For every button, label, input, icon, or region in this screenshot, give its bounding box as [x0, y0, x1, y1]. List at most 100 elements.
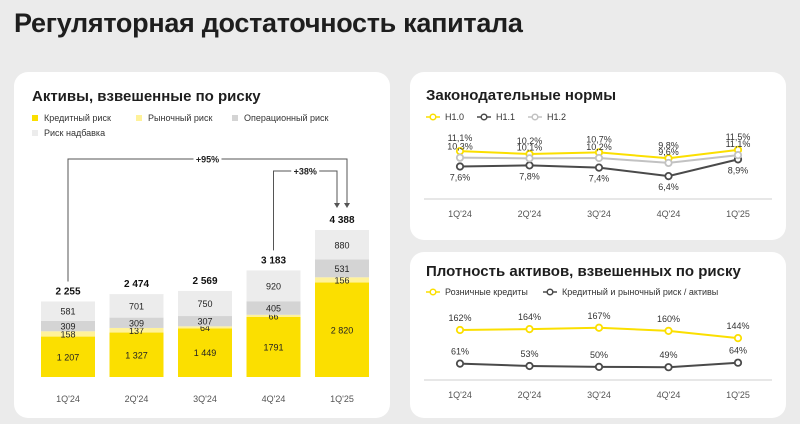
- bar-operational-3: [246, 301, 301, 315]
- series-label-0-2: 167%: [587, 311, 610, 321]
- bar-market-0: [41, 331, 95, 337]
- series-label-1-4: 64%: [729, 346, 747, 356]
- bar-label-credit-3: 1791: [263, 343, 283, 353]
- bar-credit-3: [246, 317, 301, 377]
- density-card: Плотность активов, взвешенных по риску 1…: [410, 252, 786, 418]
- bar-premium-0: [41, 301, 95, 321]
- series-point-2-3: [664, 158, 673, 168]
- series-label-1-1: 53%: [520, 349, 538, 359]
- bar-label-operational-0: 309: [60, 322, 75, 332]
- bar-market-1: [109, 327, 164, 333]
- x-tick-0: 1Q'24: [448, 209, 472, 219]
- x-tick-2: 3Q'24: [587, 390, 611, 400]
- legend-marker-0: [429, 113, 437, 121]
- legend-credit-swatch: [32, 114, 38, 121]
- bar-credit-0: [41, 336, 95, 377]
- bar-label-premium-4: 880: [334, 240, 349, 250]
- legend-premium: Риск надбавка: [32, 128, 105, 138]
- bar-total-4: 4 388: [329, 215, 354, 226]
- series-point-2-0: [455, 153, 465, 162]
- rwa-title: Активы, взвешенные по риску: [32, 88, 261, 105]
- legend-market-label: Рыночный риск: [148, 113, 213, 123]
- density-line-chart: 1Q'24 2Q'24 3Q'24 4Q'24 1Q'25 Розничные креди…: [424, 287, 772, 400]
- legend-premium-swatch: [32, 129, 38, 136]
- legend-credit-label: Кредитный риск: [44, 113, 111, 123]
- series-label-1-3: 6,4%: [658, 182, 679, 192]
- x-tick-3: 4Q'24: [262, 394, 286, 404]
- bar-label-market-1: 137: [129, 326, 144, 336]
- bar-label-premium-2: 750: [197, 299, 212, 309]
- x-tick-1: 2Q'24: [125, 394, 149, 404]
- legend-marker-1: [480, 113, 488, 121]
- series-label-1-0: 7,6%: [450, 173, 471, 183]
- series-label-0-3: 9,8%: [658, 140, 679, 150]
- series-label-0-0: 162%: [448, 313, 471, 323]
- series-point-0-2: [594, 323, 604, 332]
- legend-marker-1: [546, 288, 554, 296]
- growth-arrow-95-line: [67, 158, 348, 282]
- bar-label-credit-4: 2 820: [331, 325, 354, 335]
- x-tick-4: 1Q'25: [726, 390, 750, 400]
- bar-label-credit-2: 1 449: [194, 348, 217, 358]
- density-title: Плотность активов, взвешенных по риску: [426, 263, 741, 280]
- legend-credit: Кредитный риск: [32, 113, 111, 123]
- bar-label-premium-1: 701: [129, 301, 144, 311]
- series-point-1-1: [525, 161, 534, 170]
- x-tick-0: 1Q'24: [448, 390, 472, 400]
- growth-38-bg: [291, 164, 320, 177]
- legend-market-swatch: [136, 114, 142, 121]
- page-title: Регуляторная достаточность капитала: [14, 8, 523, 38]
- bar-operational-1: [109, 317, 164, 328]
- norms-title: Законодательные нормы: [426, 87, 617, 104]
- bar-label-credit-0: 1 207: [57, 352, 80, 362]
- legend-label-1: Кредитный и рыночный риск / активы: [562, 287, 718, 297]
- x-tick-2: 3Q'24: [193, 394, 217, 404]
- x-tick-3: 4Q'24: [657, 390, 681, 400]
- series-label-0-0: 11,1%: [448, 133, 473, 143]
- bar-total-2: 2 569: [192, 276, 217, 287]
- bar-market-2: [178, 326, 232, 329]
- bar-label-operational-3: 405: [266, 304, 281, 314]
- norms-card: Законодательные нормы 1Q'24 2Q'24 3Q'24 4Q'…: [410, 72, 786, 240]
- bar-operational-2: [178, 316, 232, 327]
- bar-total-0: 2 255: [55, 286, 80, 297]
- bar-market-4: [315, 277, 369, 283]
- x-tick-4: 1Q'25: [726, 209, 750, 219]
- bar-label-market-2: 64: [200, 323, 210, 333]
- legend-label-2: Н1.2: [547, 112, 566, 122]
- bar-label-operational-1: 309: [129, 318, 144, 328]
- x-tick-1: 2Q'24: [518, 209, 542, 219]
- series-label-0-2: 10,7%: [586, 134, 612, 144]
- series-point-2-2: [594, 153, 604, 163]
- bar-label-operational-2: 307: [197, 317, 212, 327]
- series-point-1-0: [455, 359, 465, 368]
- rwa-card: Активы, взвешенные по риску Кредитный ри…: [14, 72, 390, 418]
- legend-label-0: Розничные кредиты: [445, 287, 528, 297]
- bar-label-market-3: 66: [268, 311, 278, 321]
- series-label-2-4: 11,1%: [726, 139, 751, 149]
- series-label-1-1: 7,8%: [519, 171, 540, 181]
- series-point-1-1: [525, 361, 534, 371]
- series-point-0-4: [733, 334, 743, 343]
- growth-arrow-38-head: [334, 203, 340, 209]
- bar-premium-1: [109, 294, 164, 318]
- series-label-1-3: 49%: [659, 350, 677, 360]
- growth-38-label: +38%: [294, 167, 317, 177]
- x-tick-0: 1Q'24: [56, 394, 80, 404]
- bar-premium-3: [246, 270, 301, 302]
- legend-premium-label: Риск надбавка: [44, 128, 106, 138]
- series-label-0-4: 144%: [726, 321, 749, 331]
- series-label-2-2: 10,2%: [586, 142, 612, 152]
- series-label-2-1: 10,1%: [517, 142, 543, 152]
- series-point-1-3: [664, 363, 673, 372]
- bar-operational-0: [41, 320, 95, 332]
- series-label-1-2: 7,4%: [589, 174, 610, 184]
- bar-label-market-0: 158: [60, 329, 75, 339]
- x-tick-2: 3Q'24: [587, 209, 611, 219]
- series-label-1-2: 50%: [590, 350, 608, 360]
- series-label-1-4: 8,9%: [728, 165, 749, 175]
- legend-operational: Операционный риск: [232, 113, 329, 123]
- bar-total-3: 3 183: [261, 255, 286, 266]
- series-label-2-0: 10,3%: [447, 142, 473, 152]
